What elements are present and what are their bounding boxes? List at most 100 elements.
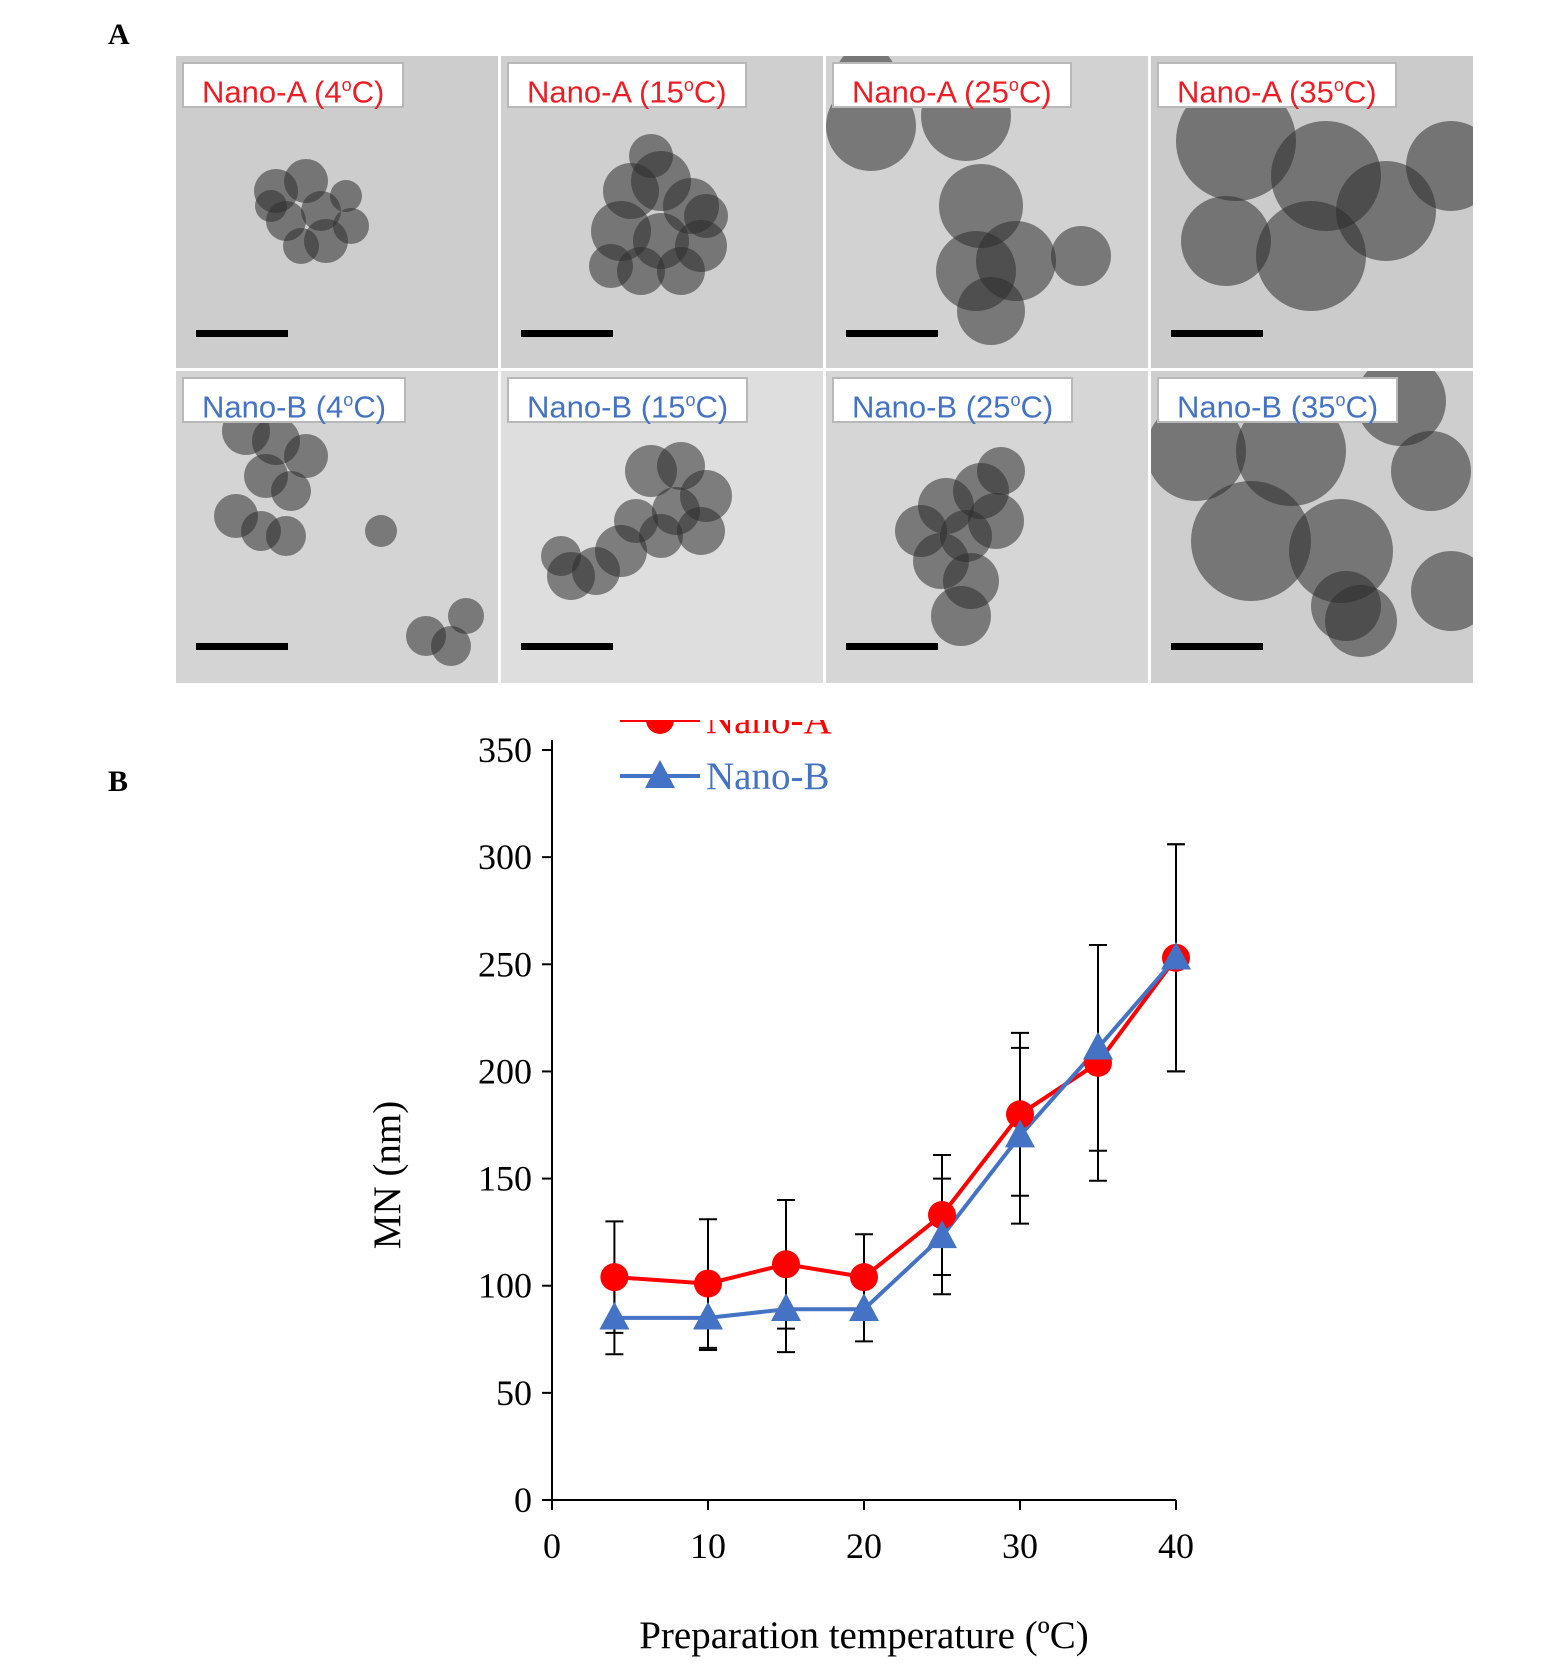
y-tick-label: 50	[496, 1373, 532, 1413]
legend-marker-nano-b	[645, 760, 675, 788]
data-point-nano-a	[850, 1263, 878, 1292]
y-tick-label: 200	[478, 1051, 532, 1091]
tem-panel-nano-a-2: Nano-A (25oC)	[826, 56, 1148, 368]
legend-label-nano-b: Nano-B	[706, 755, 829, 798]
data-point-nano-b	[693, 1301, 723, 1330]
nanoparticle	[657, 247, 705, 295]
x-tick-label: 0	[543, 1526, 561, 1566]
nanoparticle	[330, 180, 362, 212]
nanoparticle	[1191, 481, 1311, 601]
nanoparticle	[1391, 431, 1471, 511]
nanoparticle	[895, 505, 947, 557]
y-tick-label: 250	[478, 944, 532, 984]
tem-panel-label: Nano-B (25oC)	[832, 377, 1074, 424]
x-tick-label: 30	[1002, 1526, 1038, 1566]
nanoparticle	[448, 598, 484, 634]
nanoparticle	[365, 515, 397, 547]
y-tick-label: 300	[478, 837, 532, 877]
scale-bar	[1171, 643, 1263, 650]
nanoparticle	[283, 228, 319, 264]
tem-micrograph	[176, 371, 498, 683]
tem-panel-nano-b-2: Nano-B (25oC)	[826, 371, 1148, 683]
panel-a-label: A	[108, 18, 130, 51]
nanoparticle	[284, 434, 328, 478]
scale-bar	[521, 643, 613, 650]
data-point-nano-a	[600, 1263, 629, 1292]
nanoparticle	[541, 536, 581, 576]
tem-panel-label: Nano-A (15oC)	[507, 62, 747, 109]
x-axis-title: Preparation temperature (ºC)	[639, 1614, 1089, 1657]
scale-bar	[196, 330, 288, 337]
nanoparticle	[589, 244, 633, 288]
mn-temperature-chart: 0 50 100 150 200 250 300 350 0 10 20 30 40 Preparatio…	[366, 720, 1194, 1657]
tem-panel-label: Nano-B (4oC)	[182, 377, 407, 424]
nanoparticle	[1256, 201, 1366, 311]
scale-bar	[1171, 330, 1263, 337]
nanoparticle	[957, 277, 1025, 345]
nanoparticle	[931, 586, 991, 646]
nanoparticle	[1406, 121, 1473, 211]
x-tick-label: 20	[846, 1526, 882, 1566]
scale-bar	[846, 643, 938, 650]
tem-panel-nano-a-3: Nano-A (35oC)	[1151, 56, 1473, 368]
y-axis-title: MN (nm)	[366, 1101, 409, 1249]
tem-micrograph	[826, 371, 1148, 683]
tem-panel-nano-b-1: Nano-B (15oC)	[501, 371, 823, 683]
tem-panel-label: Nano-A (4oC)	[182, 62, 405, 109]
scale-bar	[521, 330, 613, 337]
tem-panel-label: Nano-B (35oC)	[1157, 377, 1399, 424]
tem-micrograph	[501, 56, 823, 368]
nanoparticle	[614, 499, 658, 543]
nanoparticle	[684, 194, 728, 238]
data-point-nano-a	[1006, 1100, 1034, 1129]
y-tick-label: 100	[478, 1266, 532, 1306]
series-line-nano-b	[614, 956, 1178, 1320]
y-tick-label: 150	[478, 1159, 532, 1199]
y-tick-label: 350	[478, 730, 532, 770]
tem-micrograph	[501, 371, 823, 683]
nanoparticle	[1051, 226, 1111, 286]
tem-panel-nano-a-1: Nano-A (15oC)	[501, 56, 823, 368]
tem-micrograph	[176, 56, 498, 368]
tem-panel-label: Nano-A (35oC)	[1157, 62, 1397, 109]
legend-marker-nano-a	[646, 720, 674, 734]
nanoparticle	[1411, 551, 1473, 631]
nanoparticle	[629, 134, 673, 178]
data-point-nano-a	[772, 1250, 800, 1279]
tem-panel-nano-a-0: Nano-A (4oC)	[176, 56, 498, 368]
data-point-nano-a	[694, 1269, 722, 1298]
nanoparticle	[431, 626, 471, 666]
nanoparticle	[1236, 396, 1346, 506]
tem-panel-label: Nano-B (15oC)	[507, 377, 749, 424]
tem-panel-nano-b-3: Nano-B (35oC)	[1151, 371, 1473, 683]
x-tick-label: 10	[690, 1526, 726, 1566]
data-point-nano-b	[1083, 1031, 1113, 1060]
series-line-nano-a	[614, 956, 1178, 1286]
nanoparticle	[1176, 81, 1296, 201]
scale-bar	[846, 330, 938, 337]
nanoparticle	[1289, 499, 1393, 603]
nanoparticle	[977, 447, 1025, 495]
nanoparticle	[266, 516, 306, 556]
tem-image-grid: Nano-A (4oC) Nano-A (15oC) Nano-A (25oC) Na…	[176, 56, 1476, 686]
tem-panel-nano-b-0: Nano-B (4oC)	[176, 371, 498, 683]
y-tick-label: 0	[514, 1480, 532, 1520]
panel-b-label: B	[108, 765, 129, 798]
nanoparticle	[677, 507, 725, 555]
nanoparticle	[271, 471, 311, 511]
data-point-nano-b	[599, 1301, 630, 1330]
data-point-nano-b	[1161, 941, 1191, 970]
nanoparticle	[333, 208, 369, 244]
tem-panel-label: Nano-A (25oC)	[832, 62, 1072, 109]
legend-label-nano-a: Nano-A	[706, 720, 832, 742]
nanoparticle	[1151, 401, 1246, 501]
data-point-nano-b	[771, 1293, 801, 1321]
data-point-nano-b	[1005, 1119, 1035, 1148]
data-point-nano-b	[849, 1293, 879, 1321]
x-tick-label: 40	[1158, 1526, 1194, 1566]
nanoparticle	[1181, 196, 1271, 286]
nanoparticle	[1325, 585, 1397, 657]
tem-micrograph	[1151, 56, 1473, 368]
scale-bar	[196, 643, 288, 650]
data-point-nano-b	[927, 1220, 957, 1249]
